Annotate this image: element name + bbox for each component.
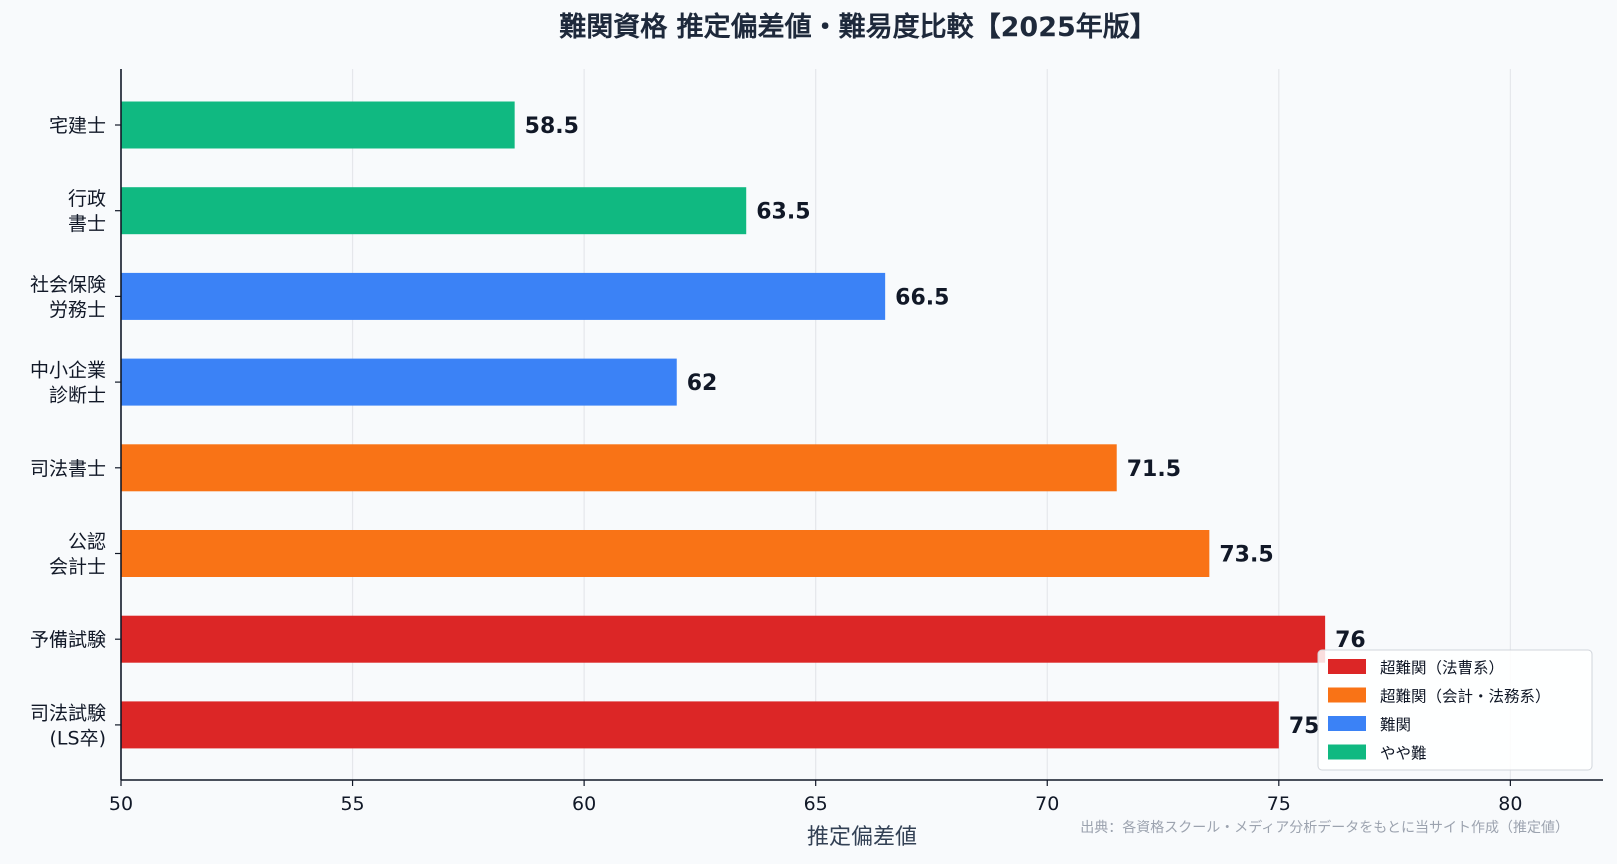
chart-title: 難関資格 推定偏差値・難易度比較【2025年版】 — [559, 11, 1157, 43]
source-note: 出典：各資格スクール・メディア分析データをもとに当サイト作成（推定値） — [1080, 819, 1569, 836]
data-labels: 58.5 63.5 66.5 62 71.5 73.5 76 75 — [525, 114, 1366, 739]
bar — [121, 101, 515, 149]
x-ticks: 50 55 60 65 70 75 80 — [109, 780, 1522, 815]
y-tick-label: 行政 — [68, 188, 106, 210]
y-tick-label: 公認 — [68, 531, 106, 553]
data-label: 71.5 — [1127, 457, 1181, 482]
data-label: 76 — [1335, 628, 1366, 653]
legend-label: 難関 — [1380, 716, 1411, 734]
y-tick-label: 中小企業 — [30, 360, 106, 382]
legend-box — [1317, 649, 1593, 771]
legend-swatch — [1328, 659, 1366, 674]
legend-swatch — [1328, 744, 1366, 760]
legend-label: 超難関（法曹系） — [1380, 659, 1504, 677]
bar — [121, 615, 1326, 663]
y-tick-label: 司法書士 — [30, 458, 106, 480]
y-tick-label: 社会保険 — [30, 274, 106, 296]
y-tick-label: 書士 — [68, 213, 106, 235]
data-label: 73.5 — [1219, 543, 1273, 568]
x-tick-label: 55 — [340, 793, 364, 815]
y-tick-label: 司法試験 — [30, 702, 106, 724]
x-tick-label: 80 — [1498, 793, 1522, 815]
data-label: 62 — [687, 371, 718, 396]
data-label: 75 — [1289, 714, 1320, 739]
axes — [120, 69, 1603, 781]
y-tick-label: 会計士 — [49, 556, 106, 578]
x-tick-label: 60 — [572, 793, 596, 815]
data-label: 66.5 — [895, 285, 949, 310]
y-tick-label: (LS卒) — [50, 727, 106, 749]
data-label: 58.5 — [525, 114, 579, 139]
bar — [121, 444, 1117, 492]
legend-label: 超難関（会計・法務系） — [1380, 688, 1551, 706]
bar — [121, 701, 1279, 749]
x-tick-label: 65 — [804, 793, 828, 815]
bar — [121, 530, 1210, 577]
bar — [121, 272, 886, 320]
x-axis-label: 推定偏差値 — [807, 825, 917, 850]
x-tick-label: 70 — [1035, 793, 1059, 815]
bar — [121, 358, 677, 406]
y-tick-label: 労務士 — [49, 299, 106, 321]
legend-swatch — [1328, 716, 1366, 731]
legend-label: やや難 — [1380, 745, 1427, 763]
data-label: 63.5 — [756, 200, 810, 225]
y-tick-label: 診断士 — [49, 385, 106, 407]
bar — [121, 187, 747, 235]
legend-swatch — [1328, 687, 1366, 703]
y-tick-label: 宅建士 — [49, 115, 106, 137]
x-tick-label: 50 — [109, 793, 133, 815]
y-tick-label: 予備試験 — [30, 629, 106, 651]
bars — [121, 101, 1326, 749]
x-tick-label: 75 — [1267, 793, 1291, 815]
